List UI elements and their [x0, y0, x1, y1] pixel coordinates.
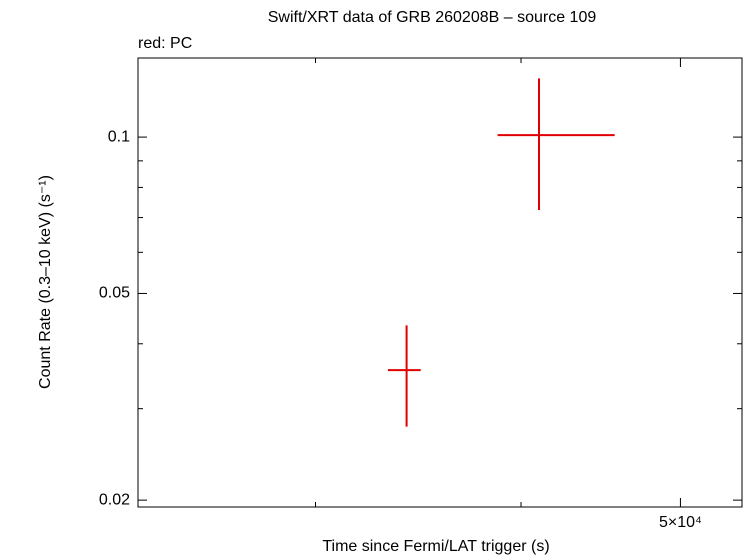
chart-title: Swift/XRT data of GRB 260208B – source 1…	[268, 9, 597, 26]
y-tick-label: 0.05	[99, 285, 130, 302]
x-axis-label: Time since Fermi/LAT trigger (s)	[322, 538, 549, 555]
chart-subtitle: red: PC	[138, 35, 192, 52]
y-tick-label: 0.1	[108, 128, 130, 145]
y-tick-label: 0.02	[99, 491, 130, 508]
plot-frame	[137, 57, 743, 508]
x-tick-label: 5×10⁴	[659, 514, 702, 531]
y-axis-label: Count Rate (0.3–10 keV) (s⁻¹)	[37, 175, 54, 389]
